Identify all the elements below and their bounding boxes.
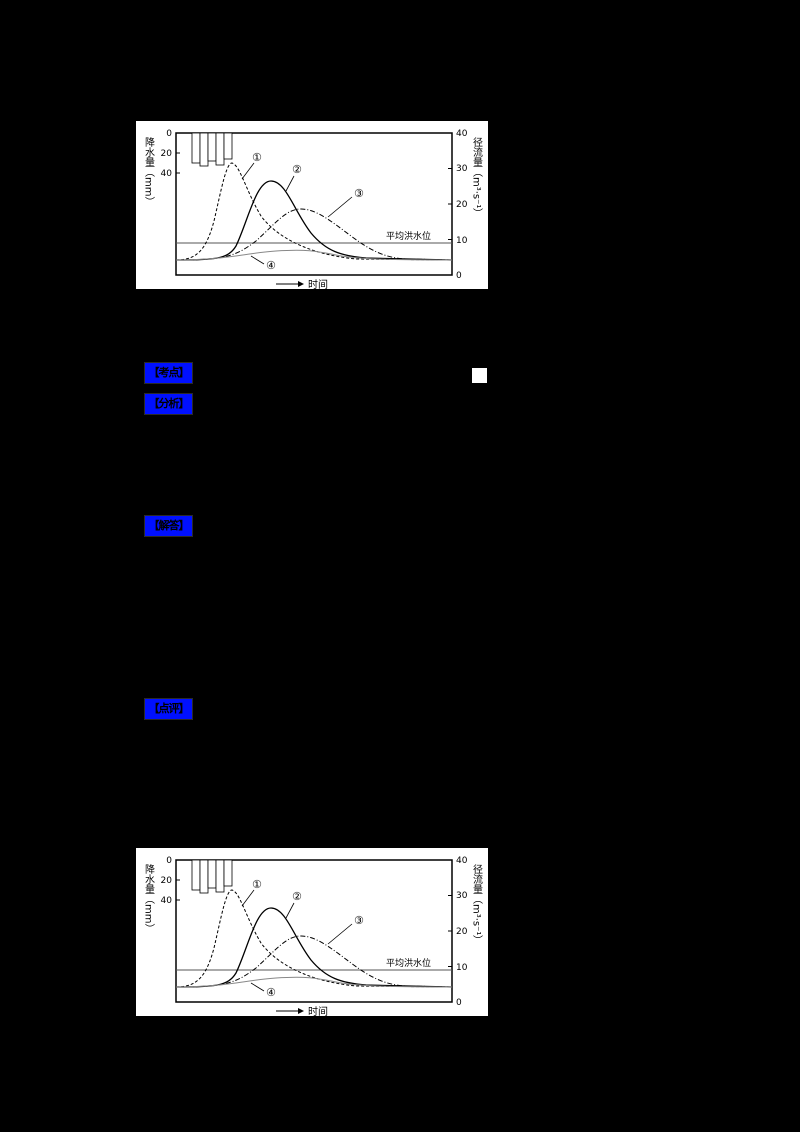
curve-2	[175, 907, 453, 988]
curve-label-1: ①	[252, 151, 262, 164]
curve-label-2: ②	[292, 163, 302, 176]
curve-3	[175, 208, 453, 261]
right-axis-label: 径流量（m³·s⁻¹）	[471, 136, 483, 219]
flood-level-label: 平均洪水位	[386, 957, 431, 969]
curve-label-1: ①	[252, 878, 262, 891]
left-tick: 20	[161, 149, 173, 159]
tag-kaodian: 【考点】	[144, 362, 193, 384]
curve-label-3: ③	[354, 914, 364, 927]
hydrograph-figure-bottom: 0 20 40 降水量（mm） 40 30 20 10 0 径流量（m³·s⁻¹…	[136, 848, 488, 1016]
left-tick: 40	[161, 896, 173, 906]
right-tick: 30	[456, 891, 468, 901]
curve-1	[175, 889, 453, 988]
right-tick: 40	[456, 856, 468, 866]
left-axis-label: 降水量（mm）	[143, 863, 155, 934]
right-tick: 0	[456, 271, 462, 281]
precipitation-bars	[191, 132, 233, 167]
left-tick: 20	[161, 876, 173, 886]
right-tick: 30	[456, 164, 468, 174]
curve-2	[175, 180, 453, 261]
checkbox[interactable]	[472, 368, 487, 383]
tag-fenxi: 【分析】	[144, 393, 193, 415]
tag-dianping: 【点评】	[144, 698, 193, 720]
right-tick: 0	[456, 998, 462, 1008]
curve-3	[175, 935, 453, 988]
curve-label-2: ②	[292, 890, 302, 903]
left-tick: 0	[166, 129, 172, 139]
left-axis-label: 降水量（mm）	[143, 136, 155, 207]
right-axis-label: 径流量（m³·s⁻¹）	[471, 863, 483, 946]
curve-label-4: ④	[266, 986, 276, 999]
curve-label-3: ③	[354, 187, 364, 200]
right-tick: 20	[456, 200, 468, 210]
right-tick: 40	[456, 129, 468, 139]
curve-4	[175, 976, 453, 988]
x-axis-label: 时间	[308, 1005, 328, 1016]
tag-jieda: 【解答】	[144, 515, 193, 537]
curve-4	[175, 249, 453, 261]
x-axis-label: 时间	[308, 278, 328, 289]
left-tick: 40	[161, 169, 173, 179]
precipitation-bars	[191, 859, 233, 894]
right-tick: 20	[456, 927, 468, 937]
right-tick: 10	[456, 963, 468, 973]
hydrograph-chart: 0 20 40 降水量（mm） 40 30 20 10 0 径流量（m³·s⁻¹…	[143, 129, 483, 289]
flood-level-label: 平均洪水位	[386, 230, 431, 242]
hydrograph-chart: 0 20 40 降水量（mm） 40 30 20 10 0 径流量（m³·s⁻¹…	[143, 856, 483, 1016]
hydrograph-figure-top: 0 20 40 降水量（mm） 40 30 20 10 0 径流量（m³·s⁻¹…	[136, 121, 488, 289]
left-tick: 0	[166, 856, 172, 866]
curve-1	[175, 162, 453, 261]
right-tick: 10	[456, 236, 468, 246]
curve-label-4: ④	[266, 259, 276, 272]
